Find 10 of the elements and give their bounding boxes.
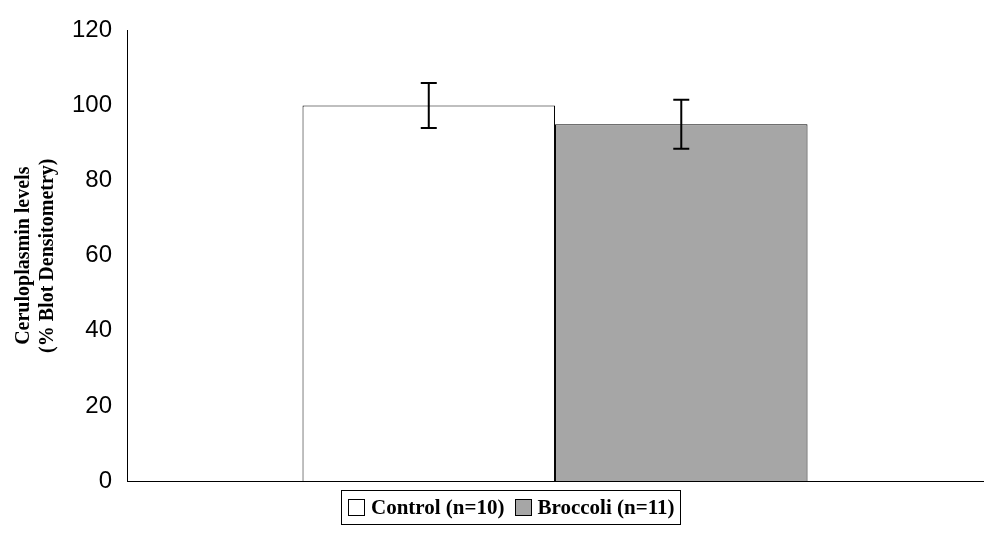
y-tick-label: 100 xyxy=(72,90,113,118)
y-tick-label: 20 xyxy=(85,390,113,418)
series-label: Control (n=10) xyxy=(371,495,505,520)
y-tick-label: 0 xyxy=(98,465,113,493)
y-tick-label: 80 xyxy=(85,165,113,193)
y-tick-label: 60 xyxy=(85,240,113,268)
legend-label: Broccoli (n=11) xyxy=(537,495,675,520)
y-tick-label: 40 xyxy=(85,315,113,343)
y-axis-title: Ceruloplasmin levels (% Blot Densitometry) xyxy=(11,158,59,353)
y-tick-label: 120 xyxy=(72,15,113,43)
